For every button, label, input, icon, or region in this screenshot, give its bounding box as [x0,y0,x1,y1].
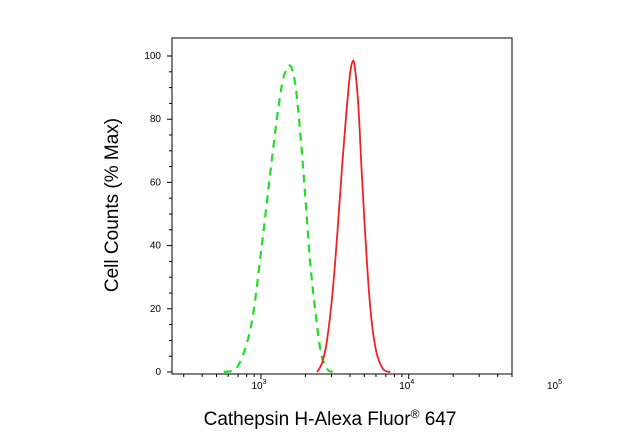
x-tick-label: 105 [547,379,562,392]
x-axis: 103 104 105 [183,374,562,392]
y-tick-label: 0 [155,367,161,378]
series-line-1 [223,64,334,374]
plot-area-frame [171,37,513,375]
y-tick-label: 20 [150,304,162,315]
series-line-2 [316,59,391,373]
y-tick-label: 80 [150,114,162,125]
x-axis-label-sup: ® [411,407,420,421]
x-tick-label: 104 [399,379,414,392]
y-axis-label: Cell Counts (% Max) [102,118,123,292]
y-tick-label: 100 [144,51,161,62]
x-axis-label-main: Cathepsin H-Alexa Fluor [204,409,412,430]
y-tick-label: 60 [150,177,162,188]
y-tick-label: 40 [150,241,162,252]
x-axis-label: Cathepsin H-Alexa Fluor® 647 [204,407,457,430]
y-axis: 0 20 40 60 80 100 [144,51,172,378]
series-layer [223,59,391,374]
x-tick-label: 103 [251,379,266,392]
x-axis-label-tail: 647 [419,409,456,430]
